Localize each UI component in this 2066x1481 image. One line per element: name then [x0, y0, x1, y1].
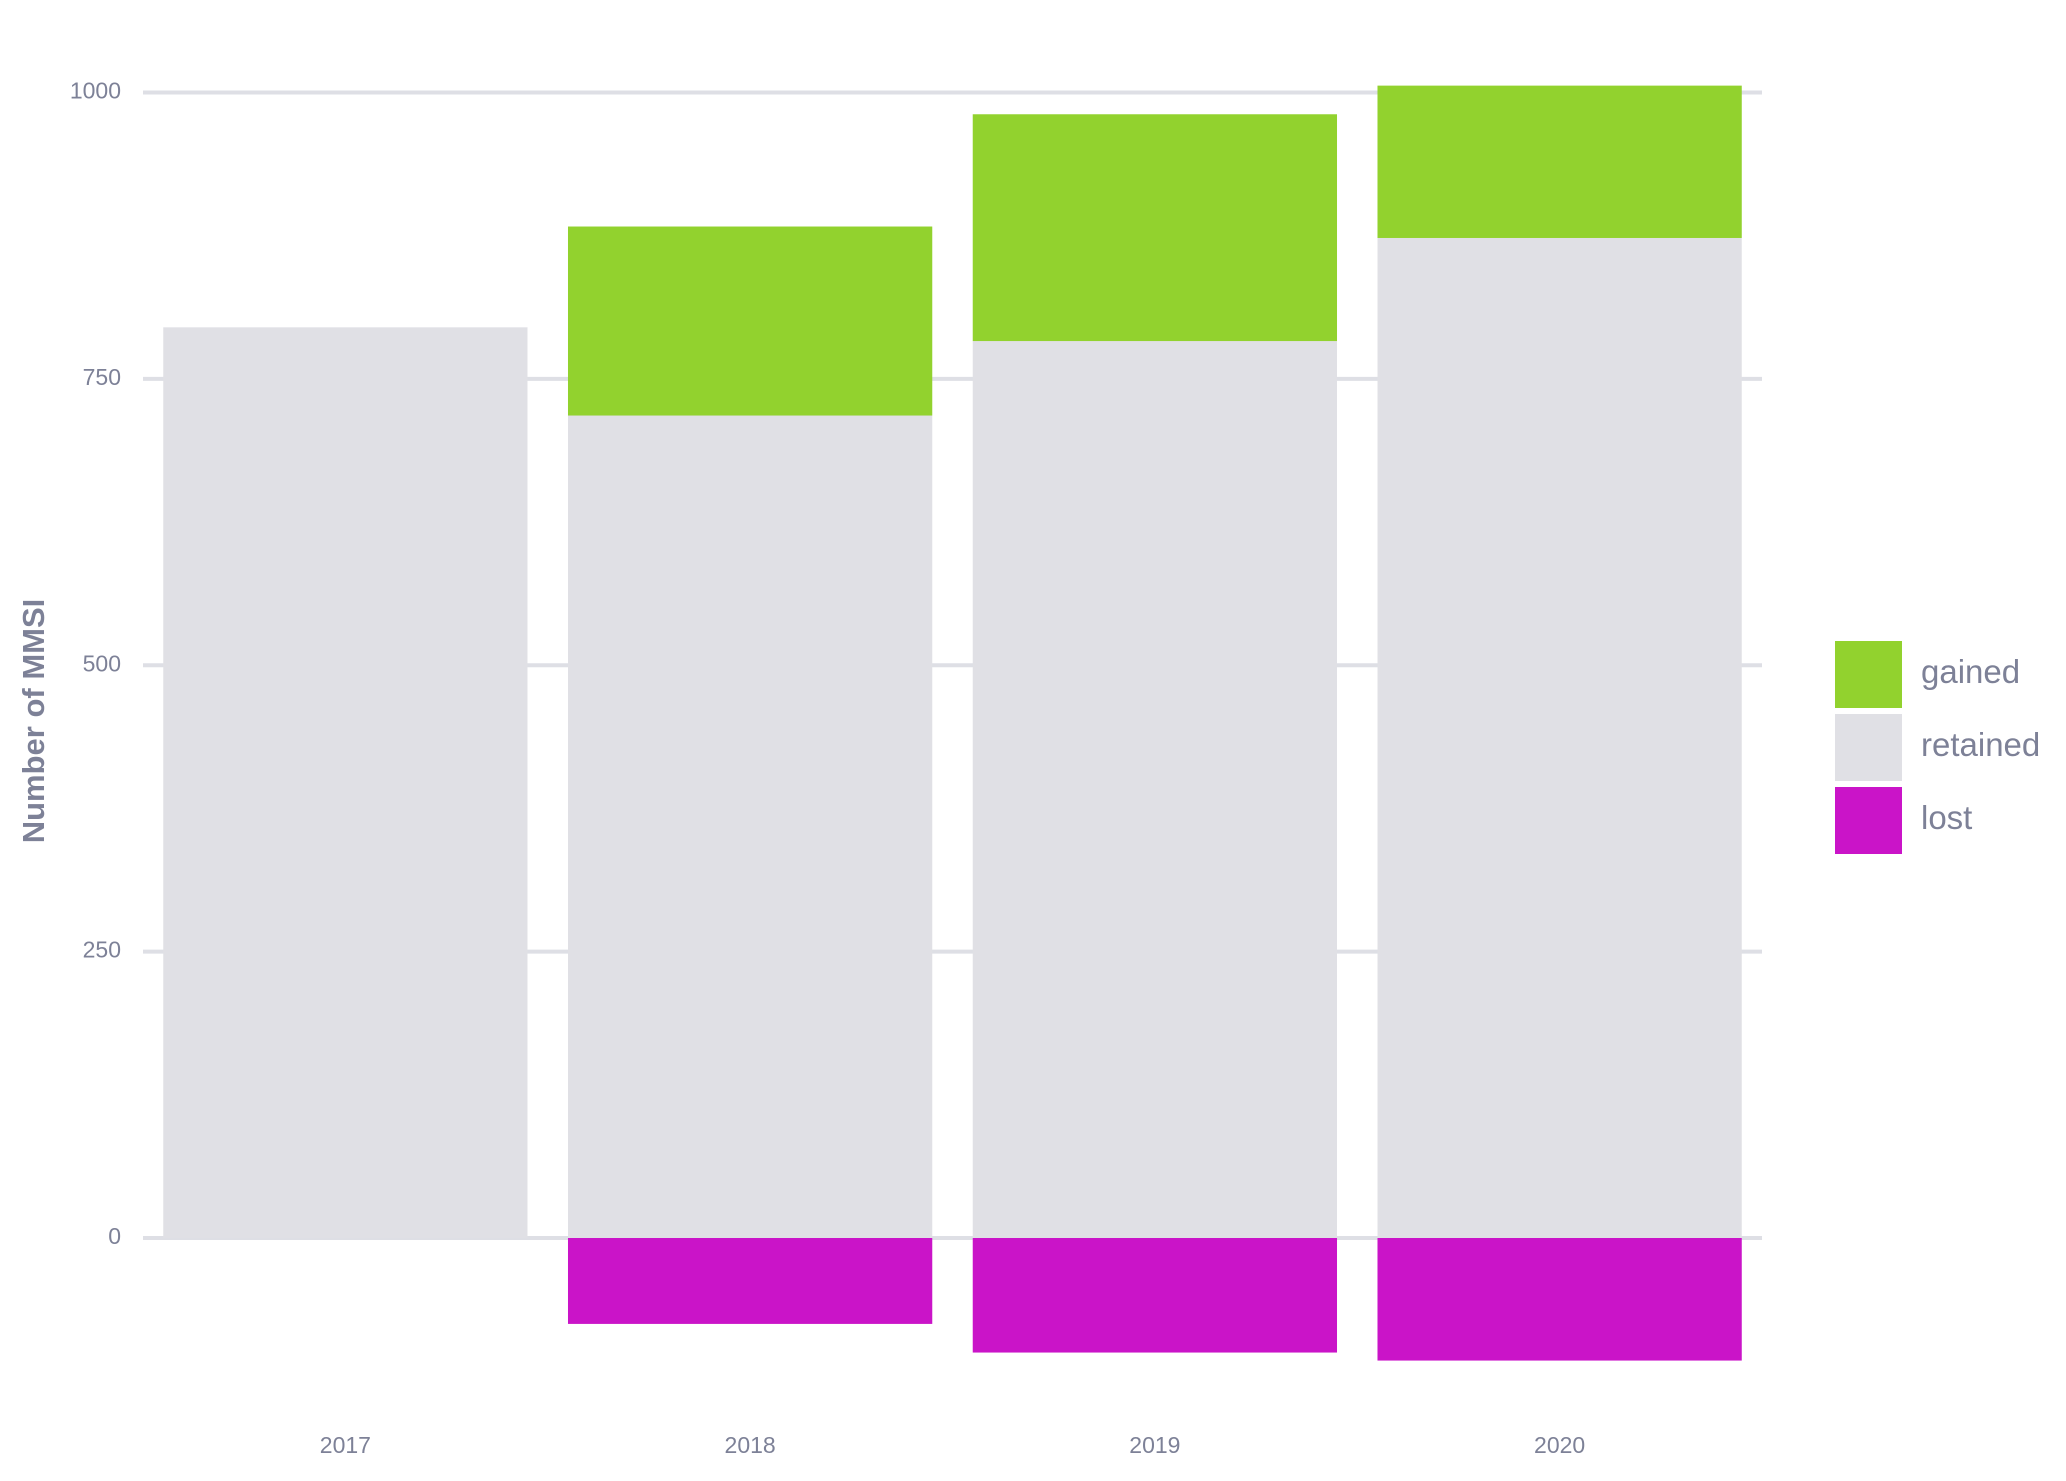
bar-lost-2019	[972, 1238, 1338, 1353]
legend-swatch-retained	[1835, 714, 1902, 781]
bar-retained-2019	[972, 341, 1338, 1238]
legend-swatch-gained	[1835, 641, 1902, 708]
legend: gained retained lost	[1835, 641, 2040, 854]
y-axis-ticks: 0 250 500 750 1000	[70, 78, 121, 1250]
legend-label-gained: gained	[1921, 653, 2020, 690]
y-tick-label: 250	[83, 937, 121, 963]
bar-gained-2018	[567, 226, 933, 416]
x-tick-label: 2018	[725, 1432, 776, 1458]
y-tick-label: 0	[108, 1223, 121, 1249]
y-tick-label: 500	[83, 650, 121, 676]
bar-retained-2018	[567, 415, 933, 1238]
bar-lost-2020	[1377, 1238, 1742, 1361]
legend-label-lost: lost	[1921, 799, 1972, 836]
y-tick-label: 1000	[70, 78, 121, 104]
y-axis-title: Number of MMSI	[16, 599, 51, 844]
y-tick-label: 750	[83, 364, 121, 390]
bar-layer	[163, 85, 1742, 1361]
x-tick-label: 2017	[320, 1432, 371, 1458]
x-tick-label: 2020	[1534, 1432, 1585, 1458]
legend-swatch-lost	[1835, 787, 1902, 854]
legend-label-retained: retained	[1921, 726, 2040, 763]
bar-gained-2020	[1377, 85, 1742, 238]
bar-gained-2019	[972, 114, 1338, 342]
x-tick-label: 2019	[1129, 1432, 1180, 1458]
bar-retained-2017	[163, 327, 528, 1238]
bar-lost-2018	[567, 1238, 933, 1324]
bar-retained-2020	[1377, 237, 1742, 1238]
x-axis-ticks: 2017 2018 2019 2020	[320, 1432, 1585, 1458]
